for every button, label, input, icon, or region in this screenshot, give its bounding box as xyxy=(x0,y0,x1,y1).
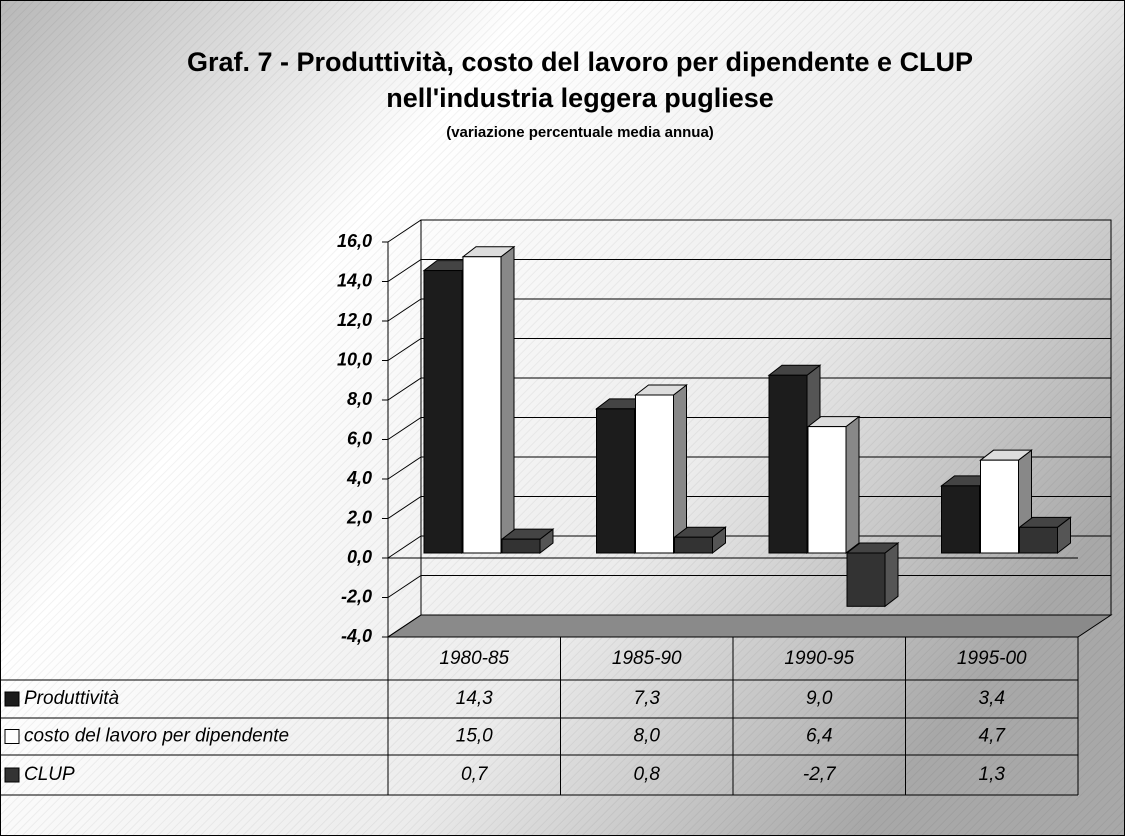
grid-line xyxy=(387,298,1111,322)
y-tick-label: 4,0 xyxy=(346,468,372,488)
bar xyxy=(501,538,541,554)
grid-line xyxy=(387,535,1111,559)
data-label: 1,3 xyxy=(979,764,1006,785)
bar xyxy=(807,426,847,554)
bar xyxy=(980,459,1019,554)
y-tick-label: 6,0 xyxy=(347,428,372,448)
bar xyxy=(674,536,713,554)
legend-label: Produttività xyxy=(24,688,119,709)
legend-swatch xyxy=(4,729,20,744)
bar xyxy=(1019,526,1058,554)
legend-swatch xyxy=(4,691,20,707)
x-tick-label: 1985-90 xyxy=(612,648,682,669)
data-label: 0,8 xyxy=(634,764,661,785)
x-tick-label: 1995-00 xyxy=(957,648,1027,669)
bar-side xyxy=(884,541,899,608)
data-label: 6,4 xyxy=(806,726,832,747)
data-label: 0,7 xyxy=(461,764,489,785)
y-tick-label: 12,0 xyxy=(337,310,372,330)
bar xyxy=(596,408,635,554)
data-label: 9,0 xyxy=(806,688,833,709)
y-tick-label: -2,0 xyxy=(341,586,372,606)
grid-line xyxy=(387,377,1111,401)
bar xyxy=(423,270,463,554)
y-tick-label: 2,0 xyxy=(346,507,372,527)
bar-side xyxy=(500,245,515,555)
legend-label: CLUP xyxy=(24,764,75,785)
y-tick-label: 14,0 xyxy=(337,270,372,290)
bar xyxy=(462,256,502,554)
data-label: 4,7 xyxy=(979,726,1007,747)
data-label: 8,0 xyxy=(634,726,661,747)
grid-line xyxy=(387,417,1111,440)
y-tick-label: 10,0 xyxy=(337,349,372,369)
bar xyxy=(846,552,886,607)
bar xyxy=(635,394,674,554)
legend-swatch xyxy=(4,767,20,783)
bar xyxy=(768,374,808,554)
legend-label: costo del lavoro per dipendente xyxy=(24,726,289,747)
data-label: 7,3 xyxy=(634,688,661,709)
y-tick-label: 8,0 xyxy=(347,389,372,409)
data-label: 14,3 xyxy=(456,688,493,709)
grid-line xyxy=(387,456,1111,480)
data-label: 3,4 xyxy=(979,688,1005,709)
x-tick-label: 1990-95 xyxy=(784,648,854,669)
bar-side xyxy=(845,415,860,555)
chart-title: Graf. 7 - Produttività, costo del lavoro… xyxy=(186,47,974,113)
x-tick-label: 1980-85 xyxy=(439,648,509,669)
y-tick-label: 16,0 xyxy=(337,231,372,251)
y-tick-label: 0,0 xyxy=(347,547,372,567)
bar xyxy=(941,485,980,554)
data-label: 15,0 xyxy=(456,726,493,747)
bar-side xyxy=(673,383,687,555)
grid-line xyxy=(387,614,1111,638)
data-label: -2,7 xyxy=(803,764,837,785)
chart-subtitle: (variazione percentuale media annua) xyxy=(446,124,714,141)
grid-line xyxy=(387,219,1111,243)
y-tick-label: -4,0 xyxy=(341,626,372,646)
grid-line xyxy=(387,259,1111,282)
grid-line xyxy=(387,496,1111,519)
grid-line xyxy=(387,338,1111,361)
floor xyxy=(386,614,1113,638)
